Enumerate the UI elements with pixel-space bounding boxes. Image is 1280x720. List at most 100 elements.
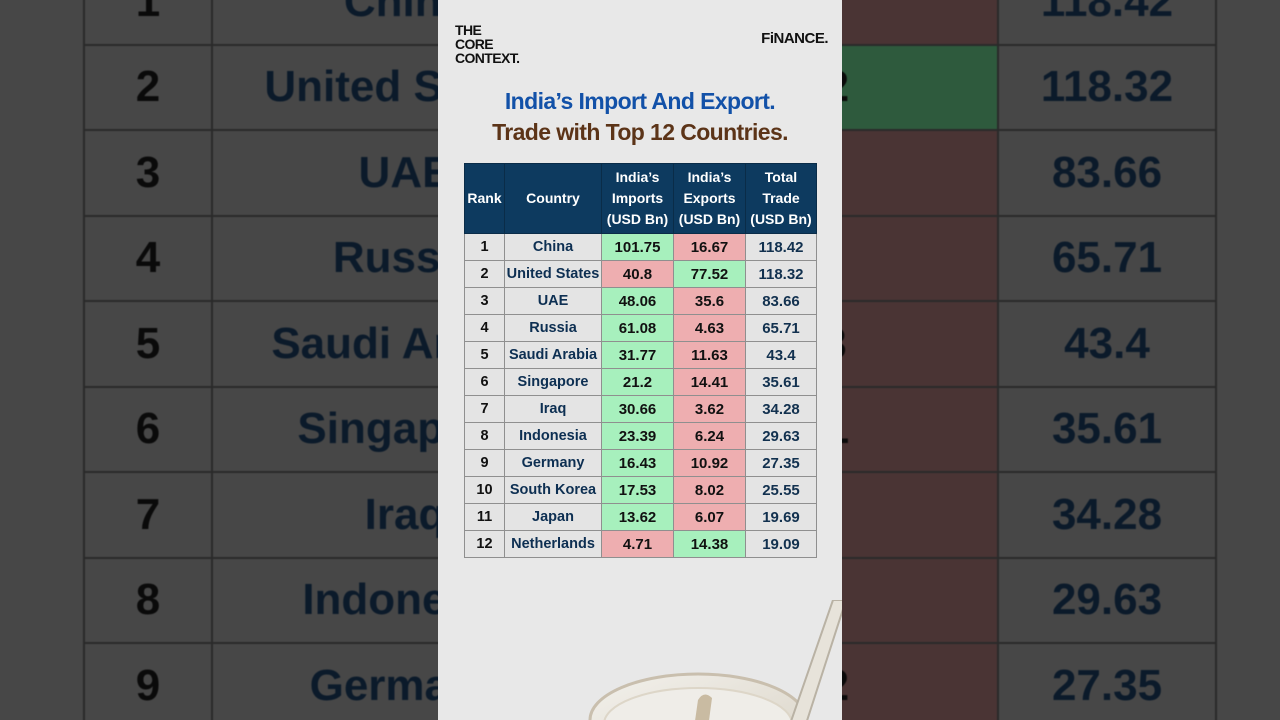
total-cell: 35.61 <box>745 368 817 396</box>
background-cell: 43.4 <box>997 300 1217 388</box>
background-cell: Singapore <box>211 385 599 473</box>
table-row: 5 Saudi Arabia 31.77 11.63 43.4 <box>464 341 817 369</box>
imports-cell: 31.77 <box>601 341 674 369</box>
imports-cell: 4.71 <box>601 530 674 558</box>
country-cell: Japan <box>504 503 602 531</box>
logo-line-3: CONTEXT. <box>455 50 520 66</box>
imports-cell: 16.43 <box>601 449 674 477</box>
rank-cell: 1 <box>464 233 505 261</box>
header-imports-line-1: India’s <box>615 169 660 185</box>
country-cell: UAE <box>504 287 602 315</box>
exports-cell: 3.62 <box>673 395 746 423</box>
country-cell: United States <box>504 260 602 288</box>
total-cell: 65.71 <box>745 314 817 342</box>
total-cell: 19.09 <box>745 530 817 558</box>
finance-logo: FiNANCE. <box>761 30 828 47</box>
background-cell: 29.63 <box>997 556 1217 644</box>
logo-line-1: THE <box>455 22 482 38</box>
total-cell: 43.4 <box>745 341 817 369</box>
table-row: 4 Russia 61.08 4.63 65.71 <box>464 314 817 342</box>
table-row: 9 Germany 16.43 10.92 27.35 <box>464 449 817 477</box>
header-rank: Rank <box>464 163 505 234</box>
background-cell: 1 <box>83 0 213 46</box>
header-total-line-3: (USD Bn) <box>750 211 812 227</box>
exports-cell: 6.07 <box>673 503 746 531</box>
exports-cell: 4.63 <box>673 314 746 342</box>
rank-cell: 12 <box>464 530 505 558</box>
background-cell: 118.42 <box>997 0 1217 46</box>
background-cell: 6 <box>83 385 213 473</box>
table-row: 11 Japan 13.62 6.07 19.69 <box>464 503 817 531</box>
total-cell: 25.55 <box>745 476 817 504</box>
background-cell: 5 <box>83 300 213 388</box>
imports-cell: 17.53 <box>601 476 674 504</box>
rank-cell: 7 <box>464 395 505 423</box>
country-cell: Indonesia <box>504 422 602 450</box>
glass-scale-decoration-icon <box>588 600 842 720</box>
exports-cell: 35.6 <box>673 287 746 315</box>
country-cell: Singapore <box>504 368 602 396</box>
background-cell: 8 <box>83 556 213 644</box>
country-cell: Saudi Arabia <box>504 341 602 369</box>
title-line-1: India’s Import And Export. <box>504 88 776 114</box>
header-imports-line-2: Imports <box>611 190 664 206</box>
table-row: 12 Netherlands 4.71 14.38 19.09 <box>464 530 817 558</box>
header-country: Country <box>504 163 602 234</box>
background-cell: 34.28 <box>997 471 1217 559</box>
country-cell: South Korea <box>504 476 602 504</box>
total-cell: 27.35 <box>745 449 817 477</box>
imports-cell: 61.08 <box>601 314 674 342</box>
rank-cell: 5 <box>464 341 505 369</box>
total-cell: 34.28 <box>745 395 817 423</box>
rank-cell: 2 <box>464 260 505 288</box>
total-cell: 83.66 <box>745 287 817 315</box>
trade-table: Rank Country India’s Imports (USD Bn) In… <box>464 163 817 558</box>
total-cell: 19.69 <box>745 503 817 531</box>
title-line-2: Trade with Top 12 Countries. <box>492 119 788 145</box>
background-cell: 4 <box>83 214 213 302</box>
header-imports-line-3: (USD Bn) <box>606 211 669 227</box>
header-exports: India’s Exports (USD Bn) <box>673 163 746 234</box>
country-cell: Russia <box>504 314 602 342</box>
header-exports-line-2: Exports <box>683 190 736 206</box>
header-exports-line-3: (USD Bn) <box>678 211 741 227</box>
imports-cell: 23.39 <box>601 422 674 450</box>
total-cell: 118.32 <box>745 260 817 288</box>
rank-cell: 9 <box>464 449 505 477</box>
rank-cell: 11 <box>464 503 505 531</box>
table-row: 6 Singapore 21.2 14.41 35.61 <box>464 368 817 396</box>
background-cell: 35.61 <box>997 385 1217 473</box>
exports-cell: 14.41 <box>673 368 746 396</box>
imports-cell: 13.62 <box>601 503 674 531</box>
header-exports-line-1: India’s <box>687 169 732 185</box>
imports-cell: 48.06 <box>601 287 674 315</box>
background-cell: 7 <box>83 471 213 559</box>
background-cell: 9 <box>83 642 213 720</box>
imports-cell: 21.2 <box>601 368 674 396</box>
background-cell: 2 <box>83 43 213 131</box>
table-row: 2 United States 40.8 77.52 118.32 <box>464 260 817 288</box>
exports-cell: 8.02 <box>673 476 746 504</box>
background-cell: 118.32 <box>997 43 1217 131</box>
background-cell: 83.66 <box>997 129 1217 217</box>
header-total-line-1: Total <box>764 169 798 185</box>
country-cell: Germany <box>504 449 602 477</box>
imports-cell: 40.8 <box>601 260 674 288</box>
imports-cell: 101.75 <box>601 233 674 261</box>
header-total: Total Trade (USD Bn) <box>745 163 817 234</box>
infographic-card: THE CORE CONTEXT. FiNANCE. India’s Impor… <box>438 0 842 720</box>
table-row: 3 UAE 48.06 35.6 83.66 <box>464 287 817 315</box>
exports-cell: 14.38 <box>673 530 746 558</box>
country-cell: China <box>504 233 602 261</box>
imports-cell: 30.66 <box>601 395 674 423</box>
country-cell: Iraq <box>504 395 602 423</box>
background-cell: 27.35 <box>997 642 1217 720</box>
rank-cell: 3 <box>464 287 505 315</box>
exports-cell: 16.67 <box>673 233 746 261</box>
table-row: 8 Indonesia 23.39 6.24 29.63 <box>464 422 817 450</box>
rank-cell: 8 <box>464 422 505 450</box>
total-cell: 118.42 <box>745 233 817 261</box>
logo-line-2: CORE <box>455 36 494 52</box>
the-core-context-logo: THE CORE CONTEXT. <box>455 22 520 66</box>
